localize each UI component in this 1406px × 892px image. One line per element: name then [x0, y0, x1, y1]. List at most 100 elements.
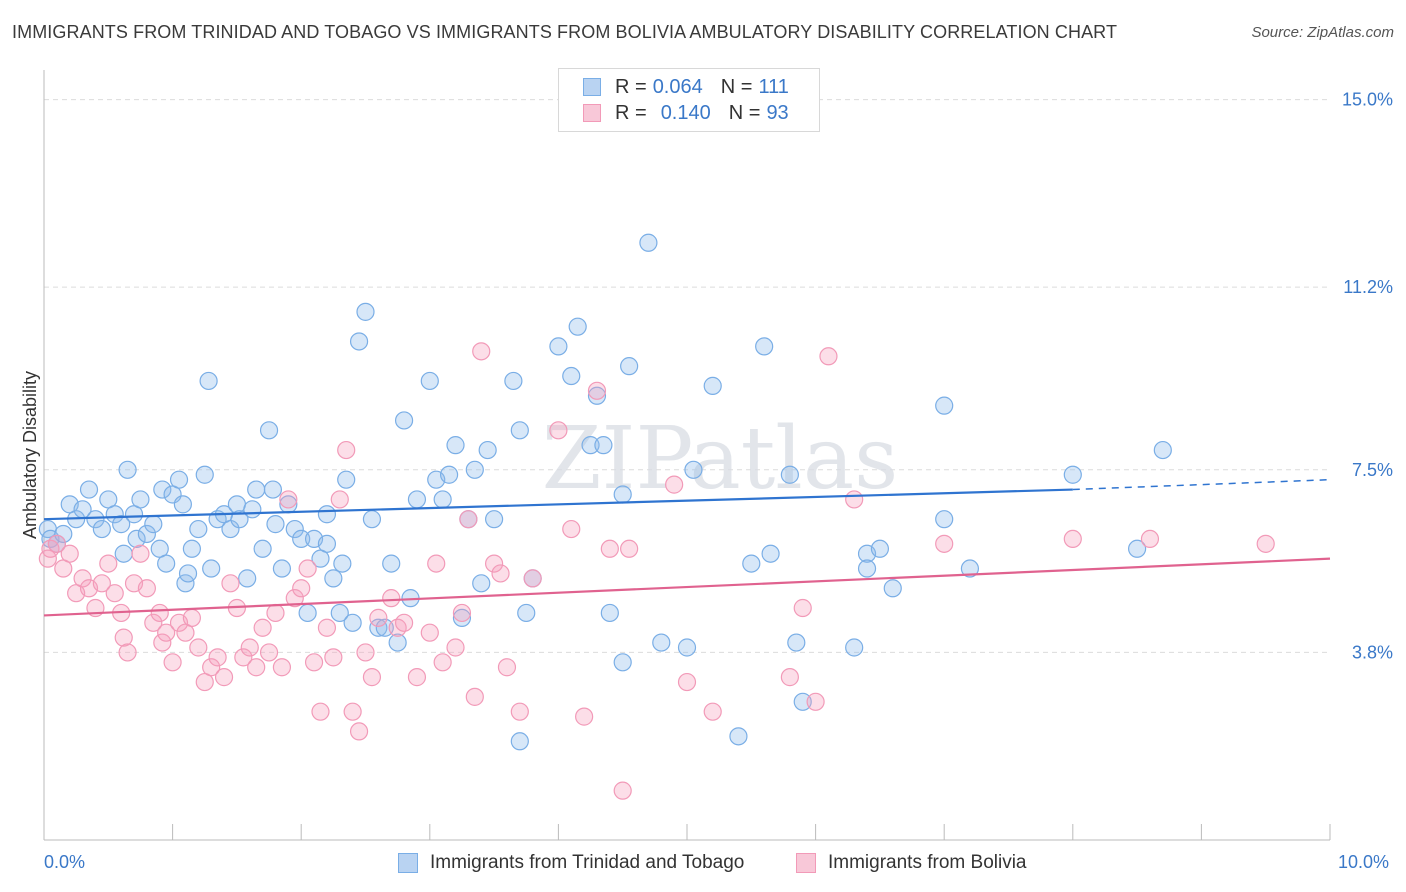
data-point — [472, 574, 491, 593]
data-point — [214, 668, 234, 687]
data-point — [407, 668, 427, 687]
data-point — [420, 623, 439, 642]
data-point — [272, 658, 292, 677]
data-point — [587, 381, 607, 400]
legend-r-value: 0.064 — [652, 75, 703, 98]
data-point — [247, 480, 266, 499]
data-point — [317, 618, 337, 637]
series-legend-trinidad[interactable]: Immigrants from Trinidad and Tobago — [398, 852, 744, 874]
data-point — [137, 579, 156, 598]
data-point — [677, 638, 697, 657]
data-point — [144, 515, 163, 534]
data-point — [1127, 539, 1147, 558]
data-point — [137, 524, 156, 544]
data-point — [114, 544, 133, 563]
legend-r-value: 0.140 — [660, 101, 711, 124]
data-point — [243, 500, 262, 519]
data-point — [208, 648, 227, 667]
data-point — [317, 505, 337, 524]
data-point — [1063, 529, 1082, 549]
y-tick-label: 3.8% — [1352, 642, 1393, 662]
data-point — [761, 544, 780, 563]
data-point — [238, 569, 257, 588]
data-point — [221, 519, 240, 539]
data-point — [485, 554, 504, 573]
data-point — [285, 519, 304, 539]
data-point — [1063, 465, 1082, 484]
data-point — [935, 510, 954, 529]
data-point — [652, 633, 671, 652]
data-point — [433, 490, 452, 509]
data-point — [263, 480, 283, 499]
trend-lines — [43, 478, 1331, 617]
data-point — [382, 589, 401, 608]
data-point — [157, 554, 176, 573]
data-point — [568, 317, 587, 336]
y-tick-labels: 3.8% 7.5% 11.2% 15.0% — [1342, 90, 1393, 663]
data-point — [60, 544, 79, 563]
legend-n-label: N = — [720, 75, 753, 98]
data-point — [118, 460, 137, 479]
source-credit: Source: ZipAtlas.com — [1251, 24, 1394, 41]
data-point — [153, 633, 172, 652]
data-point — [562, 366, 581, 386]
data-point — [420, 371, 439, 391]
series-legend: Immigrants from Trinidad and Tobago Immi… — [0, 852, 1406, 878]
trend-line-trinidad — [43, 488, 1073, 521]
data-point — [47, 534, 66, 553]
data-point — [118, 643, 137, 662]
data-point — [407, 490, 427, 509]
data-point — [362, 668, 382, 687]
legend-n-label: N = — [728, 101, 761, 124]
data-point — [202, 658, 221, 677]
data-point — [639, 233, 658, 252]
data-point — [510, 421, 529, 440]
data-point — [324, 648, 343, 667]
data-point — [504, 371, 523, 391]
y-axis-label: Ambulatory Disability — [20, 371, 40, 539]
data-point — [279, 490, 298, 509]
data-point — [465, 460, 484, 479]
data-point — [510, 702, 529, 721]
data-point — [79, 480, 99, 499]
data-point — [92, 519, 111, 539]
data-point — [230, 510, 249, 529]
data-point — [465, 687, 484, 706]
data-point — [266, 515, 285, 534]
data-point — [369, 608, 388, 627]
data-point — [202, 559, 221, 578]
data-point — [485, 510, 504, 529]
data-point — [199, 371, 218, 391]
legend-swatch-trinidad — [583, 78, 601, 96]
data-point — [729, 727, 748, 746]
data-point — [845, 490, 864, 509]
data-point — [163, 653, 182, 672]
data-point — [549, 421, 568, 440]
data-point — [439, 465, 459, 484]
data-point — [259, 643, 279, 662]
legend-r-label: R = — [615, 101, 647, 124]
data-point — [356, 643, 375, 662]
data-point — [935, 396, 954, 415]
data-point — [684, 460, 703, 479]
series-trinidad-points — [38, 233, 1172, 751]
data-point — [806, 692, 825, 711]
data-point — [99, 554, 118, 573]
x-max-label: 10.0% — [1338, 852, 1390, 872]
data-point — [665, 475, 684, 494]
data-point — [240, 638, 259, 657]
data-point — [562, 519, 581, 539]
data-point — [227, 495, 246, 514]
legend-row-trinidad: R = 0.064 N = 111 — [583, 75, 807, 99]
data-point — [613, 485, 632, 504]
data-point — [234, 648, 253, 667]
data-point — [1153, 440, 1172, 460]
series-legend-bolivia[interactable]: Immigrants from Bolivia — [796, 852, 1027, 874]
data-point — [131, 544, 150, 563]
data-point — [369, 618, 388, 637]
data-point — [857, 559, 877, 578]
grid-lines — [44, 99, 1330, 653]
data-point — [793, 598, 812, 618]
data-point — [105, 505, 124, 524]
data-point — [1140, 529, 1160, 549]
